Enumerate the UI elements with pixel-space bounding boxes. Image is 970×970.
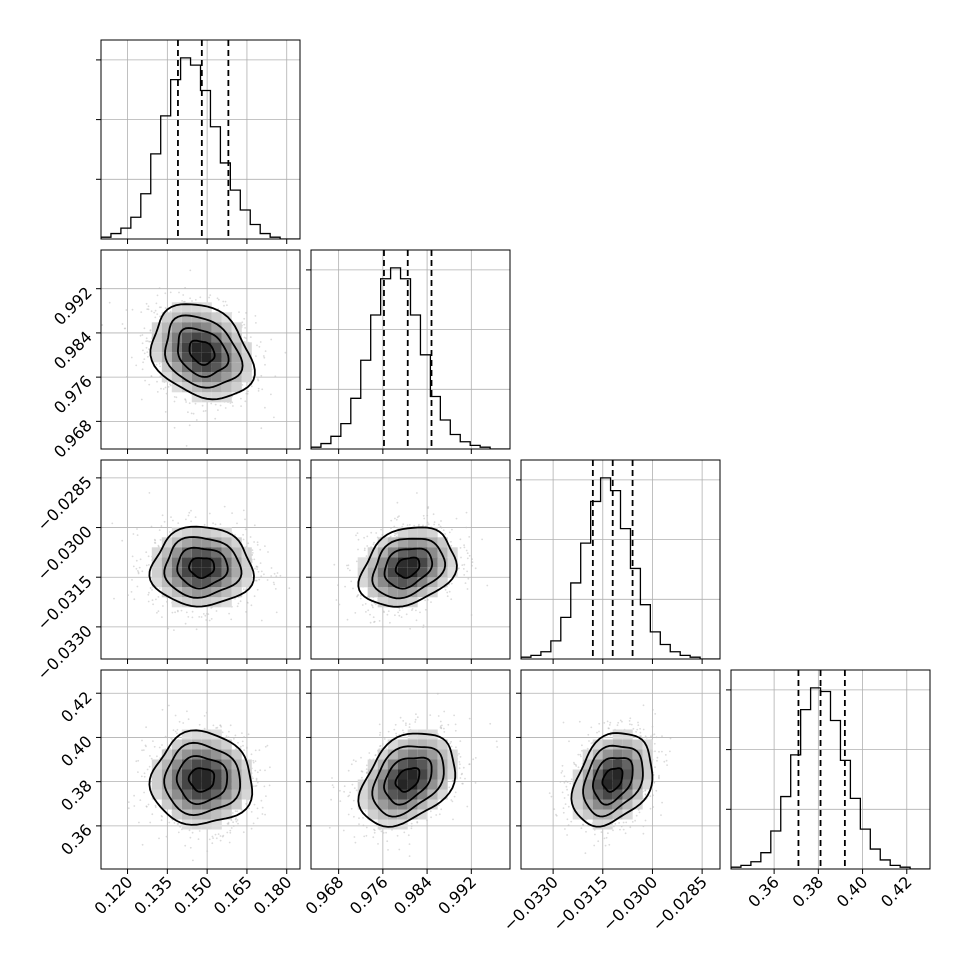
xtick-label-1-2: 0.984 [390, 872, 436, 918]
contour-1 [176, 546, 229, 590]
contour-0 [601, 767, 624, 793]
contour-0 [394, 556, 421, 579]
scatter-panel-2-0 [100, 459, 301, 660]
contour-1 [591, 757, 634, 806]
xtick-label-3-0: 0.36 [744, 872, 783, 911]
scatter-panel-2-1 [310, 459, 511, 660]
contour-2 [163, 741, 241, 817]
contour-0 [188, 557, 216, 580]
contour-1 [175, 755, 229, 806]
contour-3 [149, 303, 256, 401]
xtick-label-0-4: 0.180 [250, 872, 296, 918]
scatter-panel-3-0 [100, 669, 301, 870]
grid [311, 250, 510, 449]
contour-2 [582, 744, 644, 818]
grid [731, 670, 930, 869]
hist-panel-2 [516, 459, 721, 660]
xtick-label-2-3: −0.0285 [648, 872, 711, 935]
contour-0 [187, 767, 216, 793]
contour-2 [163, 536, 243, 599]
contour-3 [570, 732, 654, 828]
contour-2 [164, 314, 244, 389]
contour-3 [148, 525, 255, 608]
hist-panel-1 [306, 249, 511, 450]
contour-0 [188, 339, 216, 366]
ytick-label-2-3: −0.0285 [33, 472, 96, 535]
contour-3 [148, 729, 254, 826]
axes-frame-2-0 [100, 459, 301, 660]
histogram-3 [731, 687, 930, 869]
xtick-label-1-0: 0.968 [302, 872, 348, 918]
xtick-label-0-2: 0.150 [170, 872, 216, 918]
ytick-label-3-3: 0.42 [57, 688, 96, 727]
contour-0 [394, 767, 421, 793]
xtick-label-0-1: 0.135 [130, 872, 176, 918]
xtick-label-3-3: 0.42 [877, 872, 916, 911]
ytick-label-1-2: 0.984 [50, 327, 96, 373]
ytick-label-3-0: 0.36 [57, 820, 96, 859]
contour-2 [371, 745, 445, 818]
ytick-label-1-1: 0.976 [50, 372, 96, 418]
histogram-2 [521, 477, 720, 659]
scatter-panel-3-2 [520, 669, 721, 870]
axes-frame-1-1 [310, 249, 511, 450]
axes-frame-0-0 [100, 39, 301, 240]
axes-frame-2-2 [520, 459, 721, 660]
xtick-label-1-1: 0.976 [346, 872, 392, 918]
grid [521, 670, 720, 869]
axes-frame-3-1 [310, 669, 511, 870]
histogram-1 [311, 267, 510, 449]
scatter-panel-3-1 [310, 669, 511, 870]
axes-frame-2-1 [310, 459, 511, 660]
ytick-label-1-0: 0.968 [50, 416, 96, 462]
ytick-label-3-1: 0.38 [57, 776, 96, 815]
grid [101, 40, 300, 239]
xtick-label-0-3: 0.165 [210, 872, 256, 918]
hist-panel-3 [726, 669, 931, 870]
ytick-label-1-3: 0.992 [50, 283, 96, 329]
axes-frame-3-0 [100, 669, 301, 870]
xtick-label-1-3: 0.992 [434, 872, 480, 918]
scatter-panel-1-0 [100, 249, 301, 450]
contour-2 [371, 537, 446, 600]
axes-frame-3-3 [730, 669, 931, 870]
grid [521, 460, 720, 659]
xtick-label-3-1: 0.38 [789, 872, 828, 911]
hist-panel-0 [96, 39, 301, 240]
histogram-0 [101, 57, 300, 239]
ytick-label-3-2: 0.40 [57, 732, 96, 771]
xtick-label-0-0: 0.120 [91, 872, 137, 918]
contour-3 [357, 526, 458, 608]
xtick-label-3-2: 0.40 [833, 872, 872, 911]
contour-3 [357, 732, 457, 828]
contour-1 [176, 327, 230, 378]
axes-frame-1-0 [100, 249, 301, 450]
contour-1 [383, 547, 434, 590]
axes-frame-3-2 [520, 669, 721, 870]
contour-1 [383, 756, 433, 806]
